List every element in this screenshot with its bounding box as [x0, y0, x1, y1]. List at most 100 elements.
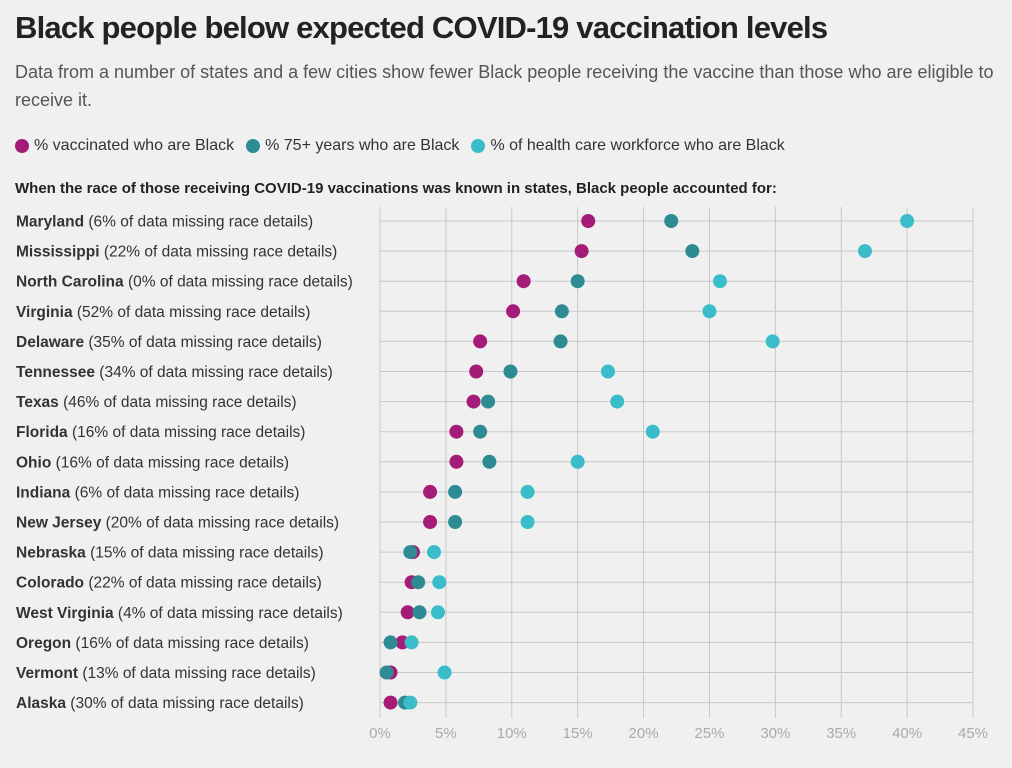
row-label-state: Virginia — [16, 304, 73, 321]
dot-vaccinated — [400, 605, 415, 620]
dot-75plus — [481, 394, 496, 409]
dot-vaccinated — [423, 484, 438, 499]
row-label: North Carolina (0% of data missing race … — [16, 274, 353, 291]
dot-75plus — [448, 484, 463, 499]
row-label-state: Alaska — [16, 695, 66, 712]
dot-healthcare — [432, 575, 447, 590]
row-label-note: (16% of data missing race details) — [51, 454, 289, 471]
dot-healthcare — [404, 635, 419, 650]
row-label: New Jersey (20% of data missing race det… — [16, 515, 339, 532]
x-tick-label: 30% — [760, 725, 790, 742]
row-label-note: (6% of data missing race details) — [70, 484, 299, 501]
legend-item-healthcare: % of health care workforce who are Black — [471, 137, 785, 155]
row-label-state: Ohio — [16, 454, 51, 471]
row-label-note: (30% of data missing race details) — [66, 695, 304, 712]
chart-intro: When the race of those receiving COVID-1… — [15, 180, 777, 197]
legend-swatch-75plus — [246, 139, 261, 153]
dot-75plus — [685, 244, 700, 259]
dot-75plus — [503, 364, 518, 379]
dot-healthcare — [437, 665, 452, 680]
chart-title: Black people below expected COVID-19 vac… — [15, 10, 828, 45]
dot-vaccinated — [581, 214, 596, 228]
x-tick-label: 10% — [497, 725, 527, 742]
x-tick-label: 35% — [826, 725, 856, 742]
legend-item-75plus: % 75+ years who are Black — [246, 137, 459, 155]
dot-vaccinated — [469, 364, 484, 379]
row-label-state: Indiana — [16, 484, 71, 501]
dot-healthcare — [645, 424, 660, 439]
dot-healthcare — [430, 605, 445, 620]
row-label: Nebraska (15% of data missing race detai… — [16, 545, 324, 562]
row-label: Ohio (16% of data missing race details) — [16, 454, 289, 471]
row-label-note: (0% of data missing race details) — [124, 274, 353, 291]
row-label-note: (20% of data missing race details) — [101, 515, 339, 532]
row-label-state: New Jersey — [16, 515, 102, 532]
dot-vaccinated — [473, 334, 488, 349]
dot-healthcare — [570, 454, 585, 469]
row-label-note: (22% of data missing race details) — [84, 575, 322, 592]
x-tick-label: 25% — [694, 725, 724, 742]
row-label-state: Delaware — [16, 334, 84, 351]
dot-75plus — [482, 454, 497, 469]
x-tick-label: 5% — [435, 725, 457, 742]
row-label-state: Colorado — [16, 575, 84, 592]
legend-label-healthcare: % of health care workforce who are Black — [490, 137, 785, 154]
row-label-state: Texas — [16, 394, 59, 411]
row-label: Texas (46% of data missing race details) — [16, 394, 297, 411]
row-label-note: (16% of data missing race details) — [68, 424, 306, 441]
dot-75plus — [411, 575, 426, 590]
dot-healthcare — [900, 214, 915, 228]
dot-vaccinated — [383, 695, 398, 710]
row-label-note: (13% of data missing race details) — [78, 665, 316, 682]
legend-label-75plus: % 75+ years who are Black — [265, 137, 460, 154]
dot-75plus — [553, 334, 568, 349]
row-label: Virginia (52% of data missing race detai… — [16, 304, 310, 321]
row-label: Oregon (16% of data missing race details… — [16, 635, 309, 652]
row-label-state: Tennessee — [16, 364, 95, 381]
dot-vaccinated — [506, 304, 521, 319]
dot-healthcare — [600, 364, 615, 379]
row-label-note: (35% of data missing race details) — [84, 334, 322, 351]
dot-healthcare — [610, 394, 625, 409]
dot-vaccinated — [423, 515, 438, 529]
dot-75plus — [554, 304, 569, 319]
dot-vaccinated — [574, 244, 589, 259]
dot-healthcare — [520, 484, 535, 499]
row-label-state: Oregon — [16, 635, 71, 652]
row-label: Maryland (6% of data missing race detail… — [16, 214, 313, 231]
dot-healthcare — [857, 244, 872, 259]
row-label-note: (6% of data missing race details) — [84, 214, 313, 231]
row-label: Vermont (13% of data missing race detail… — [16, 665, 316, 682]
row-label: Alaska (30% of data missing race details… — [16, 695, 304, 712]
dot-healthcare — [712, 274, 727, 289]
dot-75plus — [383, 635, 398, 650]
dot-healthcare — [520, 515, 535, 529]
legend: % vaccinated who are Black % 75+ years w… — [15, 137, 797, 155]
row-label-note: (15% of data missing race details) — [86, 545, 324, 562]
legend-swatch-vaccinated — [15, 139, 29, 153]
chart-subtitle: Data from a number of states and a few c… — [15, 62, 994, 110]
row-label-state: Mississippi — [16, 244, 100, 261]
row-label-note: (16% of data missing race details) — [71, 635, 309, 652]
row-label-state: Florida — [16, 424, 68, 441]
legend-item-vaccinated: % vaccinated who are Black — [15, 137, 234, 155]
dot-healthcare — [765, 334, 780, 349]
legend-swatch-healthcare — [471, 139, 486, 153]
row-label-state: Vermont — [16, 665, 78, 682]
dot-75plus — [412, 605, 427, 620]
dot-75plus — [379, 665, 394, 680]
row-label-note: (34% of data missing race details) — [95, 364, 333, 381]
dot-75plus — [664, 214, 679, 228]
dot-vaccinated — [466, 394, 481, 409]
dot-healthcare — [403, 695, 418, 710]
x-tick-label: 0% — [369, 725, 391, 742]
dot-75plus — [448, 515, 463, 529]
dot-vaccinated — [516, 274, 531, 289]
row-label-state: North Carolina — [16, 274, 124, 291]
row-label-note: (22% of data missing race details) — [100, 244, 338, 261]
row-label: Mississippi (22% of data missing race de… — [16, 244, 337, 261]
legend-label-vaccinated: % vaccinated who are Black — [34, 137, 235, 154]
dot-healthcare — [702, 304, 717, 319]
x-tick-label: 20% — [629, 725, 659, 742]
